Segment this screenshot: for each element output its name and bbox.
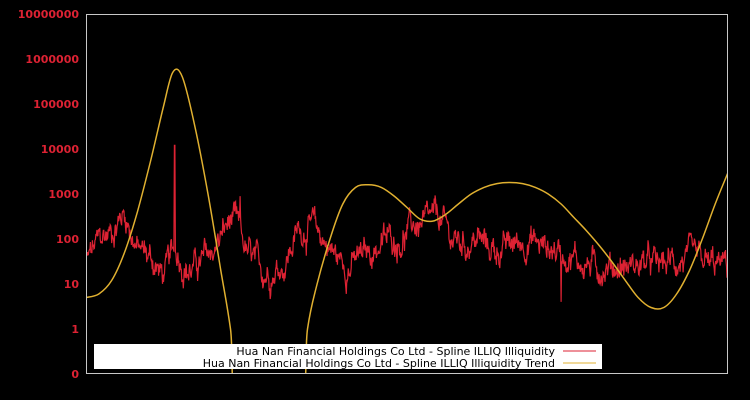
- legend-box: [94, 344, 602, 369]
- y-tick-label: 1000000: [25, 53, 79, 66]
- legend: Hua Nan Financial Holdings Co Ltd - Spli…: [94, 344, 602, 370]
- y-tick-label: 1000: [48, 188, 79, 201]
- plot-frame: [86, 14, 728, 374]
- y-tick-label: 1: [71, 323, 79, 336]
- illiquidity-trend-line: [86, 68, 728, 374]
- legend-label-illiquidity: Hua Nan Financial Holdings Co Ltd - Spli…: [236, 345, 555, 358]
- plot-area: [86, 68, 728, 374]
- y-tick-label: 100000: [33, 98, 79, 111]
- legend-label-trend: Hua Nan Financial Holdings Co Ltd - Spli…: [203, 357, 555, 370]
- y-tick-label: 10: [64, 278, 80, 291]
- y-tick-label: 10000: [41, 143, 80, 156]
- illiquidity-series-line: [86, 144, 728, 302]
- y-axis-tick-labels: 0 1 10 100 1000 10000 100000 1000000 10000000: [18, 8, 80, 381]
- y-tick-label: 10000000: [18, 8, 80, 21]
- y-tick-label: 100: [56, 233, 79, 246]
- y-tick-label: 0: [71, 368, 79, 381]
